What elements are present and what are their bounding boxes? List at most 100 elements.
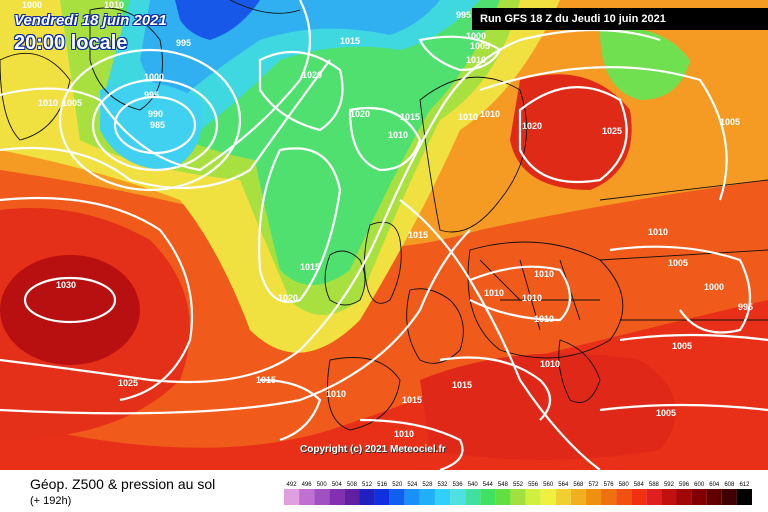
- legend-tick-label: 580: [619, 482, 630, 488]
- legend-swatch: [585, 489, 602, 505]
- isobar-label: 1010: [466, 55, 486, 65]
- isobar-label: 1010: [394, 429, 414, 439]
- legend-tick-label: 596: [679, 482, 690, 488]
- isobar-label: 1010: [326, 389, 346, 399]
- legend-tick-label: 496: [302, 482, 313, 488]
- legend-tick-label: 512: [362, 482, 373, 488]
- isobar-label: 1010: [38, 98, 58, 108]
- legend-tick-label: 516: [377, 482, 388, 488]
- isobar-label: 1020: [522, 121, 542, 131]
- legend-swatch: [510, 489, 526, 505]
- geopotential-map: 1000 1010 995 1010 1005 1000 995 990 985…: [0, 0, 768, 470]
- isobar-label: 1005: [656, 408, 676, 418]
- legend-swatch: [495, 489, 511, 505]
- isobar-label: 995: [456, 10, 471, 20]
- legend-swatch: [284, 489, 300, 505]
- legend-swatch: [344, 489, 360, 505]
- forecast-date: Vendredi 18 juin 2021: [14, 12, 167, 29]
- field-rightgreen: [600, 28, 690, 100]
- copyright-text: Copyright (c) 2021 Meteociel.fr: [300, 444, 446, 455]
- isobar-label: 995: [144, 90, 159, 100]
- isobar-label: 1005: [720, 117, 740, 127]
- legend-swatch: [434, 489, 451, 505]
- forecast-local-time: 20:00 locale: [14, 32, 128, 54]
- field-darkred-anticyclone: [0, 255, 140, 365]
- legend-swatch: [404, 489, 420, 505]
- legend-swatch: [419, 489, 435, 505]
- legend-swatch: [616, 489, 632, 505]
- isobar-label: 1010: [484, 288, 504, 298]
- legend-tick-label: 560: [543, 482, 554, 488]
- legend-swatch: [374, 489, 390, 505]
- isobar-label: 1010: [648, 227, 668, 237]
- legend-tick-label: 540: [468, 482, 479, 488]
- map-footer: Géop. Z500 & pression au sol (+ 192h) 49…: [0, 470, 768, 512]
- isobar-label: 1010: [534, 269, 554, 279]
- color-scale-legend: 492 496 500 504 508 512 516 520 524 528 532 536 540 5…: [284, 482, 752, 505]
- legend-tick-label: 608: [724, 482, 735, 488]
- isobar-label: 1015: [256, 375, 276, 385]
- legend-swatch: [299, 489, 315, 505]
- legend-swatch: [329, 489, 345, 505]
- legend-tick-label: 584: [634, 482, 645, 488]
- legend-tick-label: 592: [664, 482, 675, 488]
- legend-tick-label: 492: [287, 482, 298, 488]
- isobar-label: 990: [148, 109, 163, 119]
- isobars: [0, 0, 768, 470]
- isobar-label: 1010: [388, 130, 408, 140]
- isobar-labels: 1000 1010 995 1010 1005 1000 995 990 985…: [22, 0, 753, 439]
- isobar-label: 995: [176, 38, 191, 48]
- legend-tick-label: 600: [694, 482, 705, 488]
- legend-tick-label: 576: [604, 482, 615, 488]
- field-red-east: [510, 74, 632, 190]
- legend-tick-label: 568: [573, 482, 584, 488]
- isobar-label: 1000: [704, 282, 724, 292]
- isobar-label: 1010: [480, 109, 500, 119]
- legend-swatch: [570, 489, 586, 505]
- legend-swatch: [389, 489, 405, 505]
- run-info-banner: Run GFS 18 Z du Jeudi 10 juin 2021: [472, 8, 768, 30]
- legend-swatch: [314, 489, 330, 505]
- isobar-label: 1000: [22, 0, 42, 10]
- isobar-label: 1010: [104, 0, 124, 10]
- legend-swatch: [525, 489, 541, 505]
- isobar-label: 1010: [522, 293, 542, 303]
- legend-tick-label: 564: [558, 482, 569, 488]
- legend-swatch: [736, 489, 752, 505]
- legend-swatch: [450, 489, 466, 505]
- legend-tick-label: 528: [422, 482, 433, 488]
- legend-swatch: [631, 489, 647, 505]
- legend-tick-label: 520: [392, 482, 403, 488]
- isobar-label: 1000: [466, 31, 486, 41]
- legend-swatch: [721, 489, 737, 505]
- isobar-label: 1015: [408, 230, 428, 240]
- legend-swatch: [465, 489, 481, 505]
- legend-swatch: [480, 489, 496, 505]
- coastlines: [0, 0, 768, 431]
- legend-tick-label: 536: [453, 482, 464, 488]
- legend-swatch: [601, 489, 617, 505]
- legend-swatch: [661, 489, 677, 505]
- isobar-label: 1005: [470, 41, 490, 51]
- isobar-label: 1015: [452, 380, 472, 390]
- legend-swatch: [646, 489, 662, 505]
- isobar-label: 1015: [300, 262, 320, 272]
- isobar-label: 1000: [144, 72, 164, 82]
- isobar-label: 1010: [458, 112, 478, 122]
- forecast-lead-time: (+ 192h): [30, 495, 72, 507]
- isobar-label: 1010: [540, 359, 560, 369]
- isobar-label: 1020: [278, 293, 298, 303]
- legend-tick-label: 604: [709, 482, 720, 488]
- isobar-label: 1020: [302, 70, 322, 80]
- legend-swatch: [691, 489, 707, 505]
- legend-swatch: [706, 489, 722, 505]
- legend-tick-label: 508: [347, 482, 358, 488]
- legend-tick-label: 504: [332, 482, 343, 488]
- legend-tick-label: 524: [407, 482, 418, 488]
- isobar-label: 1005: [62, 98, 82, 108]
- isobar-label: 1015: [400, 112, 420, 122]
- isobar-label: 1030: [56, 280, 76, 290]
- legend-tick-label: 588: [649, 482, 660, 488]
- legend-swatch: [555, 489, 571, 505]
